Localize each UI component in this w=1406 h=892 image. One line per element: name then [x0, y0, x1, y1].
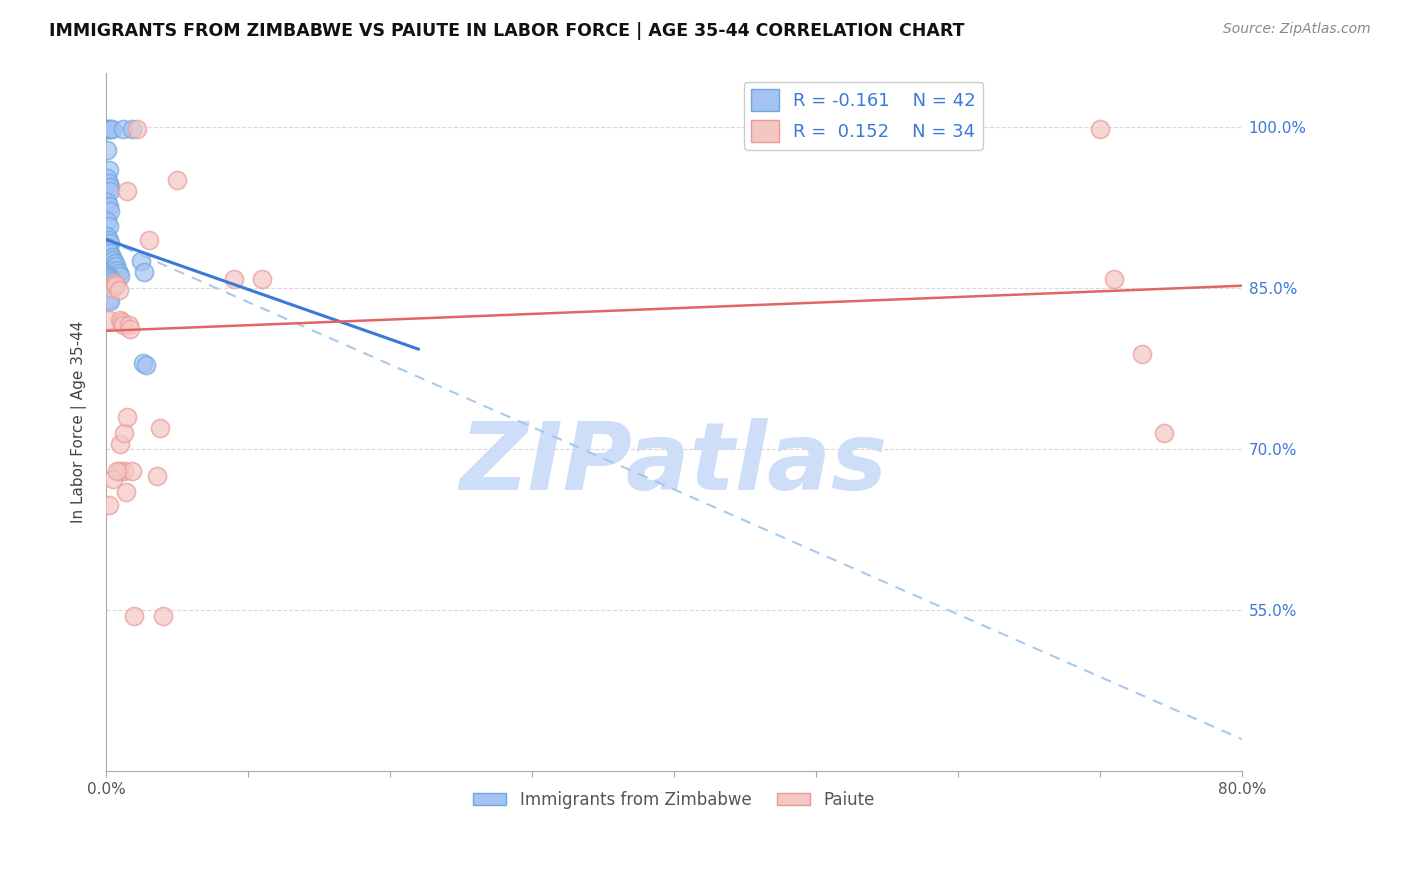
- Point: [118, 318, 141, 333]
- Point: [101, 472, 124, 486]
- Point: [152, 608, 174, 623]
- Point: [97, 498, 120, 512]
- Point: [146, 469, 169, 483]
- Point: [96, 194, 118, 209]
- Point: [97, 292, 120, 306]
- Point: [1088, 121, 1111, 136]
- Point: [98, 246, 121, 260]
- Point: [105, 262, 128, 277]
- Point: [98, 121, 121, 136]
- Point: [97, 233, 120, 247]
- Point: [100, 250, 122, 264]
- Point: [101, 277, 124, 291]
- Point: [97, 270, 120, 285]
- Point: [96, 171, 118, 186]
- Point: [100, 121, 122, 136]
- Point: [110, 315, 132, 329]
- Point: [134, 265, 156, 279]
- Point: [124, 608, 146, 623]
- Point: [104, 277, 127, 292]
- Point: [96, 240, 118, 254]
- Point: [97, 199, 120, 213]
- Point: [114, 464, 136, 478]
- Point: [131, 254, 153, 268]
- Text: Source: ZipAtlas.com: Source: ZipAtlas.com: [1223, 22, 1371, 37]
- Point: [222, 272, 245, 286]
- Point: [97, 313, 120, 327]
- Point: [108, 436, 131, 450]
- Point: [138, 233, 160, 247]
- Point: [97, 219, 120, 233]
- Point: [96, 229, 118, 244]
- Point: [97, 244, 120, 258]
- Point: [98, 203, 121, 218]
- Point: [98, 179, 121, 194]
- Point: [135, 358, 157, 372]
- Point: [100, 281, 122, 295]
- Point: [132, 356, 155, 370]
- Point: [104, 260, 127, 274]
- Point: [149, 420, 172, 434]
- Point: [96, 214, 118, 228]
- Point: [112, 121, 135, 136]
- Point: [96, 144, 118, 158]
- Point: [108, 268, 131, 283]
- Point: [115, 485, 138, 500]
- Point: [98, 272, 121, 286]
- Point: [108, 313, 131, 327]
- Point: [114, 425, 136, 440]
- Point: [112, 318, 135, 333]
- Point: [98, 235, 121, 250]
- Point: [121, 121, 143, 136]
- Point: [97, 176, 120, 190]
- Point: [101, 252, 124, 267]
- Text: ZIPatlas: ZIPatlas: [460, 418, 889, 510]
- Point: [107, 266, 129, 280]
- Point: [97, 121, 120, 136]
- Point: [96, 268, 118, 282]
- Point: [103, 278, 125, 293]
- Point: [117, 184, 139, 198]
- Point: [117, 409, 139, 424]
- Point: [1153, 425, 1175, 440]
- Point: [121, 464, 143, 478]
- Point: [107, 283, 129, 297]
- Point: [103, 276, 125, 290]
- Y-axis label: In Labor Force | Age 35-44: In Labor Force | Age 35-44: [72, 321, 87, 524]
- Text: IMMIGRANTS FROM ZIMBABWE VS PAIUTE IN LABOR FORCE | AGE 35-44 CORRELATION CHART: IMMIGRANTS FROM ZIMBABWE VS PAIUTE IN LA…: [49, 22, 965, 40]
- Point: [98, 293, 121, 308]
- Point: [100, 274, 122, 288]
- Point: [103, 256, 125, 270]
- Legend: Immigrants from Zimbabwe, Paiute: Immigrants from Zimbabwe, Paiute: [467, 784, 882, 815]
- Point: [250, 272, 273, 286]
- Point: [96, 121, 118, 136]
- Point: [1130, 347, 1153, 361]
- Point: [108, 464, 131, 478]
- Point: [105, 464, 128, 478]
- Point: [98, 184, 121, 198]
- Point: [1102, 272, 1125, 286]
- Point: [166, 173, 188, 187]
- Point: [127, 121, 149, 136]
- Point: [97, 162, 120, 177]
- Point: [120, 321, 142, 335]
